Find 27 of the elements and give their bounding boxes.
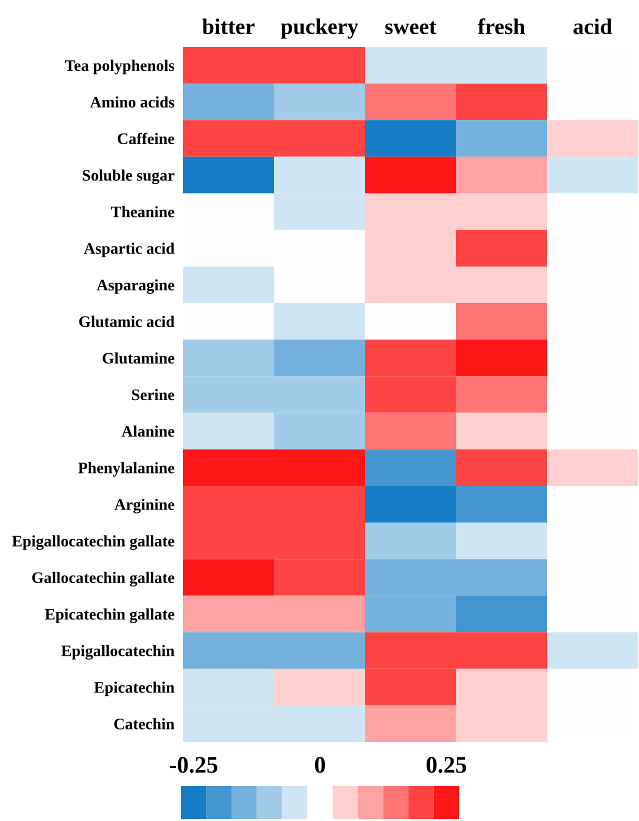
y-tick-label: Theanine [111,206,174,218]
y-tick-label: Asparagine [96,279,174,294]
y-tick-label: Arginine [114,498,174,514]
y-tick-label: Caffeine [118,132,174,144]
y-tick-label: Amino acids [90,96,174,108]
y-tick-label: Tea polyphenols [64,60,174,74]
y-tick-label: Aspartic acid [84,242,174,258]
y-tick-label: Glutamic acid [79,316,174,328]
y-tick-label: Gallocatechin gallate [32,572,174,586]
y-tick-label: Serine [132,388,174,400]
color-bar-label: 0.25 [426,756,466,773]
y-tick-label: Epicatechin gallate [44,608,174,624]
x-tick-label: acid [573,18,612,34]
y-tick-label: Alanine [122,426,174,437]
x-tick-label: fresh [478,18,526,34]
x-tick-label: bitter [202,18,255,34]
color-bar-label: -0.25 [170,756,218,773]
x-tick-label: puckery [280,18,358,39]
y-tick-label: Soluble sugar [82,169,174,184]
y-tick-label: Catechin [114,718,174,730]
y-tick-label: Phenylalanine [78,462,174,477]
y-tick-label: Epigallocatechin gallate [12,535,174,550]
y-tick-label: Epigallocatechin [61,645,174,660]
y-tick-label: Epicatechin [94,682,174,696]
x-tick-label: sweet [385,21,436,34]
y-tick-label: Glutamine [102,352,174,364]
color-bar-label: 0 [314,756,326,773]
